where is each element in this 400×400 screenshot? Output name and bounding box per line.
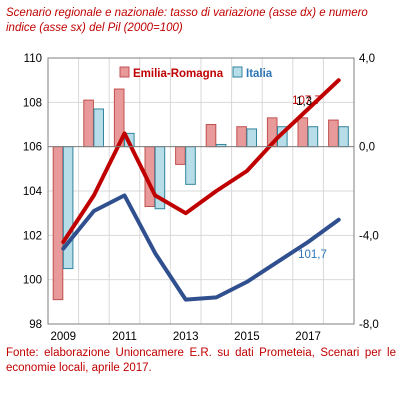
y-left-tick-label: 102 <box>23 230 42 242</box>
bar-italia-2013 <box>185 146 196 185</box>
source-note: Fonte: elaborazione Unioncamere E.R. su … <box>6 347 396 374</box>
y-right-tick-label: -4,0 <box>359 230 379 242</box>
x-tick-label: 2017 <box>295 331 321 343</box>
line-emilia-romagna <box>61 78 341 244</box>
y-left-tick-label: 104 <box>23 186 43 198</box>
y-left-tick-label: 108 <box>23 97 42 109</box>
line-italia <box>61 193 341 302</box>
y-right-tick-label: -8,0 <box>359 319 379 331</box>
bar-italia-2010 <box>93 108 104 148</box>
y-right-tick-label: 4,0 <box>359 53 375 65</box>
chart-title: Scenario regionale e nazionale: tasso di… <box>6 7 368 34</box>
y-right-tick-label: 0,0 <box>359 142 375 154</box>
x-tick-label: 2015 <box>234 331 260 343</box>
bar-emilia-romagna-2009 <box>52 146 64 301</box>
bar-italia-2017 <box>307 126 319 148</box>
annotation-er-2017: 107,7 <box>292 95 321 107</box>
x-tick-label: 2009 <box>51 331 77 343</box>
legend-label: Italia <box>246 68 273 80</box>
y-left-tick-label: 110 <box>24 53 42 65</box>
bar-emilia-romagna-2015 <box>236 126 247 148</box>
bar-emilia-romagna-2013 <box>175 146 186 165</box>
bar-emilia-romagna-2018 <box>328 119 339 148</box>
y-left-tick-label: 98 <box>29 319 42 331</box>
bar-italia-2015 <box>246 128 257 148</box>
bar-italia-2018 <box>338 126 349 148</box>
x-tick-label: 2013 <box>173 331 199 343</box>
annotation-bar-2017: 1,3 <box>296 96 312 108</box>
bar-emilia-romagna-2017 <box>297 117 309 148</box>
bar-italia-2009 <box>62 146 74 270</box>
x-tick-label: 2011 <box>112 331 137 343</box>
bar-emilia-romagna-2014 <box>205 124 217 148</box>
legend-label: Emilia-Romagna <box>133 68 224 80</box>
legend-swatch <box>119 66 130 78</box>
annotation-it-2017: 101,7 <box>298 249 327 261</box>
y-left-tick-label: 100 <box>23 275 42 287</box>
bar-emilia-romagna-2010 <box>83 99 94 148</box>
legend-swatch <box>232 66 243 78</box>
y-left-tick-label: 106 <box>23 142 42 154</box>
plot-frame <box>47 57 355 325</box>
